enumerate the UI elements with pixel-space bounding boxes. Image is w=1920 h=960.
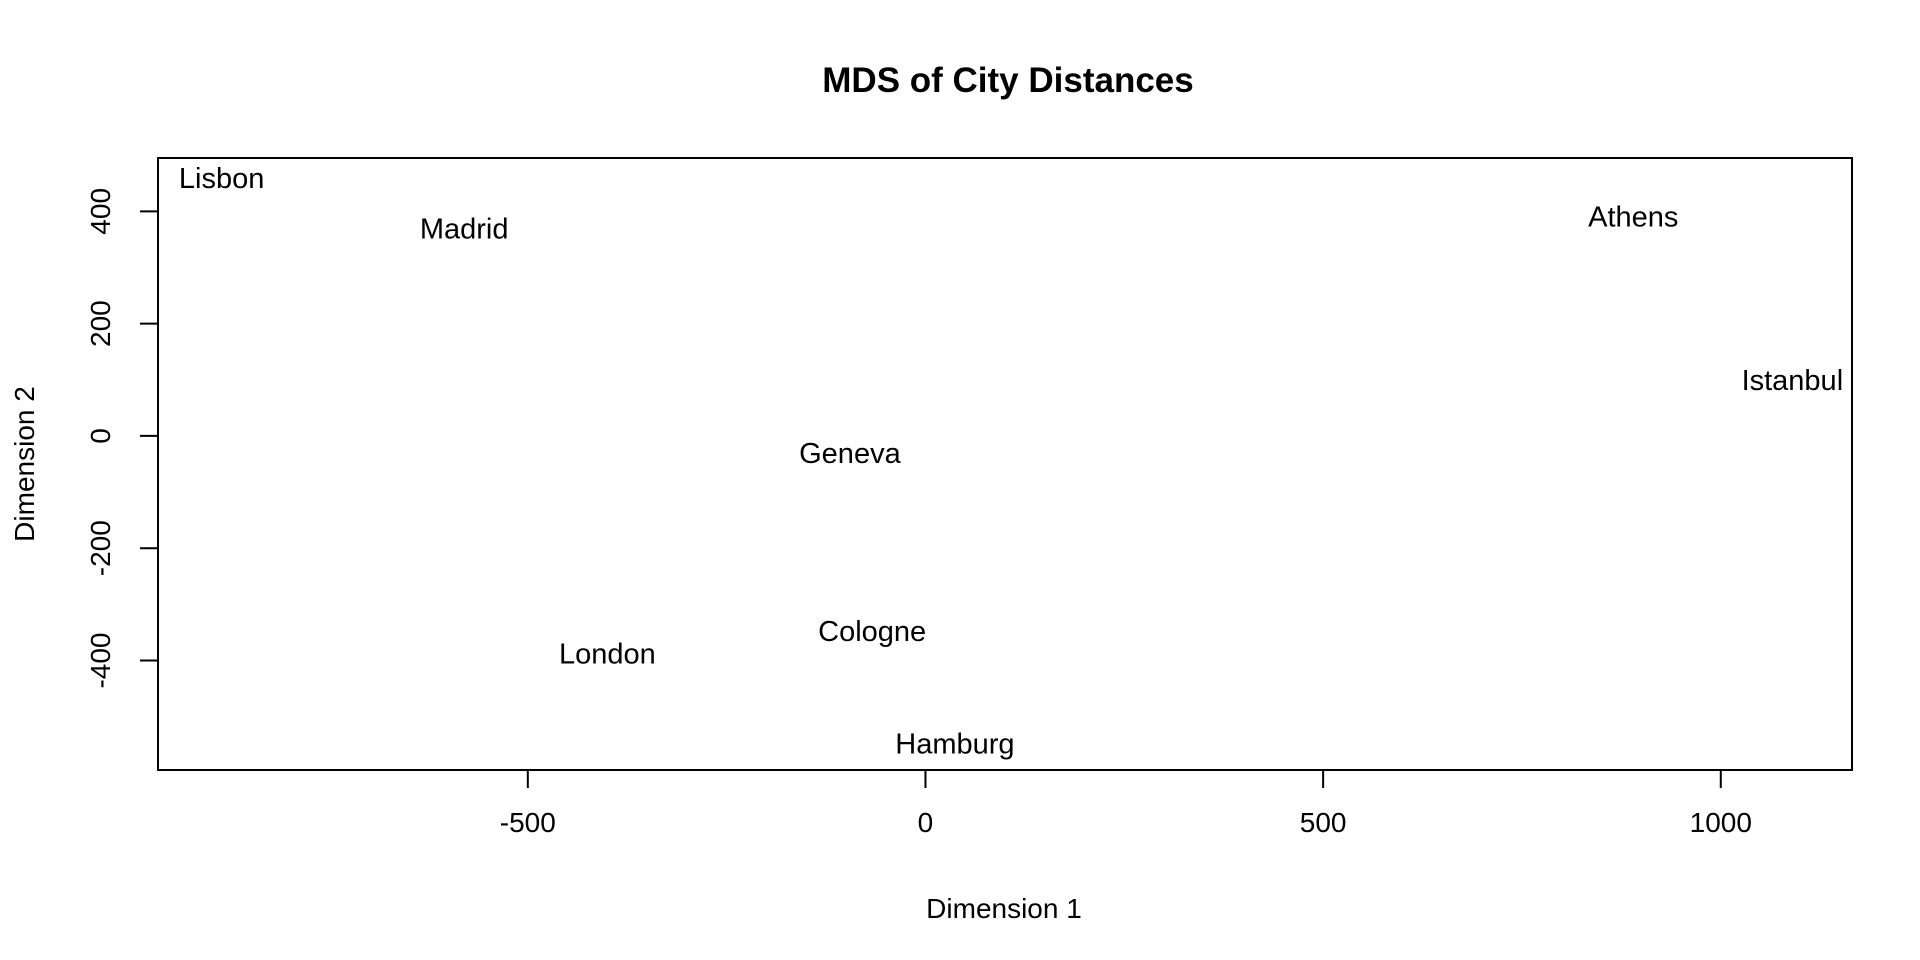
y-tick-label: 0: [85, 428, 116, 444]
city-label-lisbon: Lisbon: [179, 163, 264, 195]
y-axis: -400 -200 0 200 400: [85, 188, 158, 689]
x-axis: -500 0 500 1000: [500, 770, 1752, 838]
y-tick-label: -200: [85, 520, 116, 576]
y-tick-label: 400: [85, 188, 116, 235]
x-tick-label: 500: [1300, 807, 1347, 838]
city-label-cologne: Cologne: [818, 616, 926, 648]
city-label-madrid: Madrid: [420, 214, 509, 246]
y-axis-title: Dimension 2: [9, 386, 40, 542]
point-labels: Lisbon Madrid Athens Istanbul Geneva Cologne L…: [179, 163, 1843, 760]
x-axis-title: Dimension 1: [926, 893, 1082, 924]
x-tick-label: 0: [918, 807, 934, 838]
x-tick-label: 1000: [1690, 807, 1752, 838]
city-label-london: London: [559, 639, 656, 671]
plot-frame: [157, 157, 1853, 771]
y-tick-label: -400: [85, 632, 116, 688]
x-tick-label: -500: [500, 807, 556, 838]
city-label-istanbul: Istanbul: [1742, 365, 1844, 397]
city-label-geneva: Geneva: [799, 438, 901, 470]
y-tick-label: 200: [85, 300, 116, 347]
chart-title: MDS of City Distances: [822, 61, 1193, 100]
city-label-hamburg: Hamburg: [895, 729, 1014, 761]
city-label-athens: Athens: [1588, 201, 1678, 233]
